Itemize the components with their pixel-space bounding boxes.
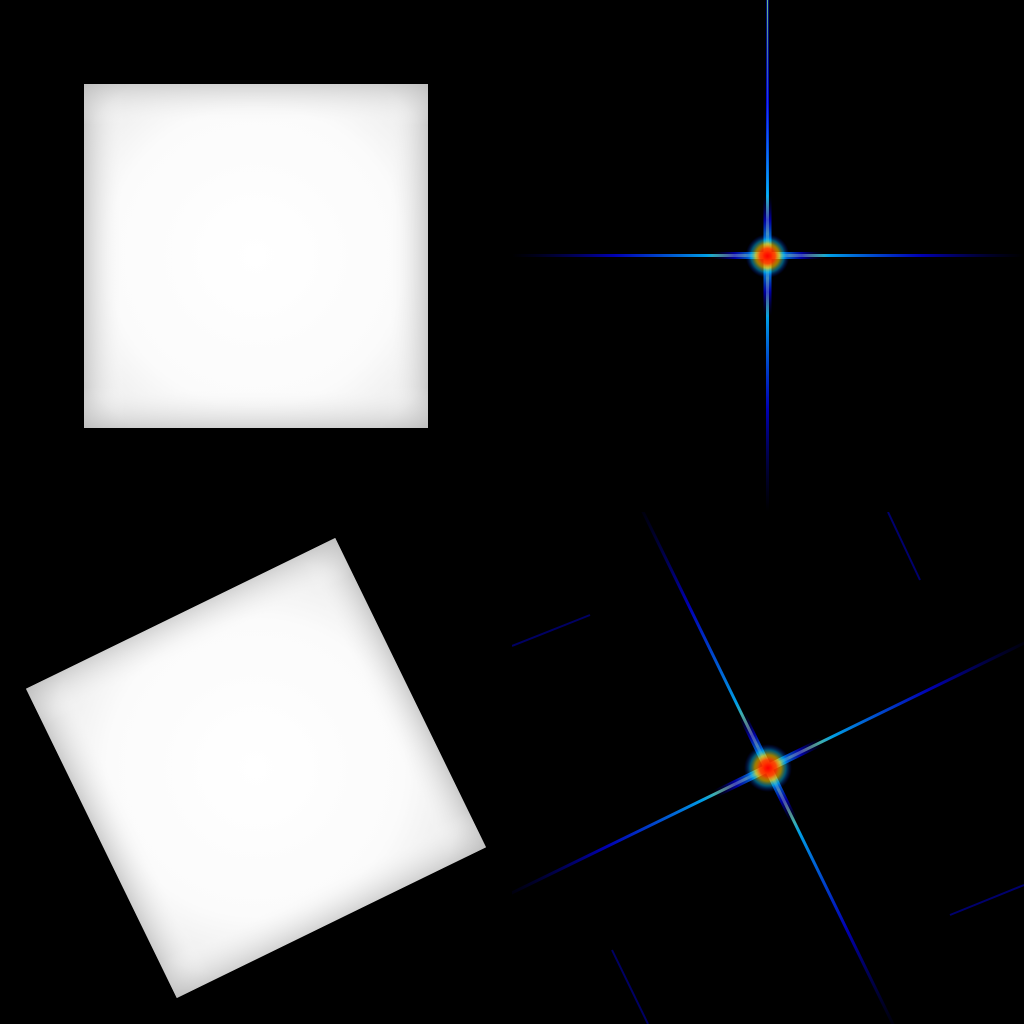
square-edge-shading-v xyxy=(84,84,428,428)
alias-streak-3 xyxy=(611,949,649,1024)
rotated-spectrum-core xyxy=(744,744,792,792)
alias-streak-4 xyxy=(949,884,1024,916)
spectrum-upright-panel xyxy=(512,0,1024,512)
spectrum-rotated-panel xyxy=(512,512,1024,1024)
alias-streak-2 xyxy=(512,614,591,647)
square-upright-panel xyxy=(84,84,428,428)
alias-streak-1 xyxy=(887,512,921,581)
rotated-square-edge-shading-v xyxy=(26,538,486,998)
spectrum-core xyxy=(745,234,790,278)
square-rotated-panel xyxy=(26,538,486,998)
